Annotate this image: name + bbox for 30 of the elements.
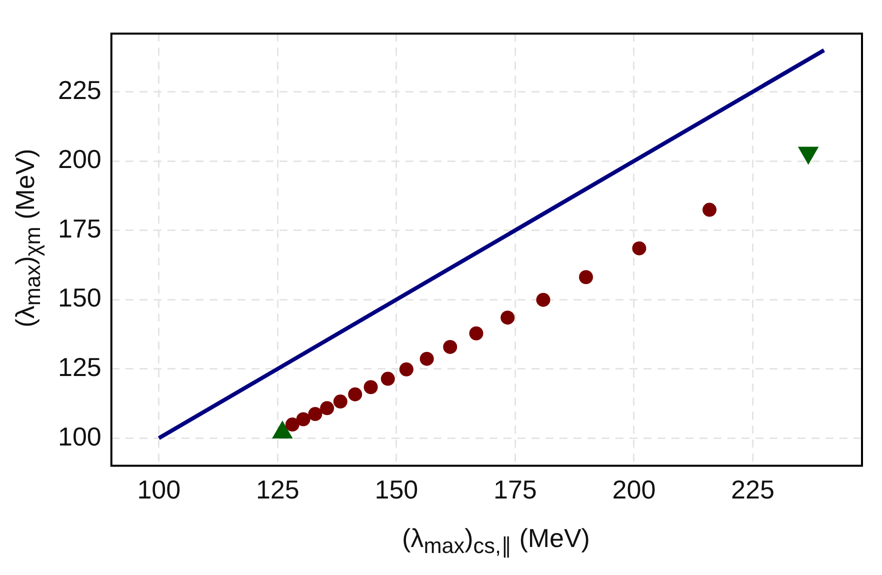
point bbox=[536, 292, 550, 307]
point bbox=[702, 202, 716, 217]
x-tick-label: 175 bbox=[494, 474, 537, 505]
x-tick-label: 225 bbox=[731, 474, 774, 505]
point bbox=[380, 372, 395, 386]
point bbox=[399, 362, 414, 376]
y-tick-label: 100 bbox=[58, 421, 102, 452]
y-tick-label: 150 bbox=[58, 282, 102, 313]
y-tick-label: 200 bbox=[58, 144, 102, 174]
y-tick-label: 175 bbox=[58, 213, 102, 244]
point bbox=[333, 394, 348, 409]
x-tick-label: 100 bbox=[137, 474, 181, 505]
point bbox=[443, 340, 458, 354]
y-tick-label: 125 bbox=[58, 352, 102, 382]
x-tick-label: 200 bbox=[612, 474, 656, 505]
y-tick-label: 225 bbox=[58, 74, 102, 105]
x-axis-title: (λ$_{max}$)$_{cs,∥}$ (MeV) bbox=[401, 522, 591, 559]
point bbox=[285, 418, 300, 432]
point bbox=[308, 406, 322, 421]
x-tick-label: 125 bbox=[256, 474, 300, 505]
point bbox=[364, 380, 378, 394]
point bbox=[348, 387, 362, 402]
point bbox=[632, 241, 646, 256]
point bbox=[296, 412, 310, 426]
point bbox=[420, 352, 434, 366]
point bbox=[578, 270, 593, 284]
point bbox=[469, 326, 484, 340]
x-tick-label: 150 bbox=[374, 474, 418, 505]
point bbox=[500, 310, 515, 325]
point bbox=[320, 401, 334, 416]
